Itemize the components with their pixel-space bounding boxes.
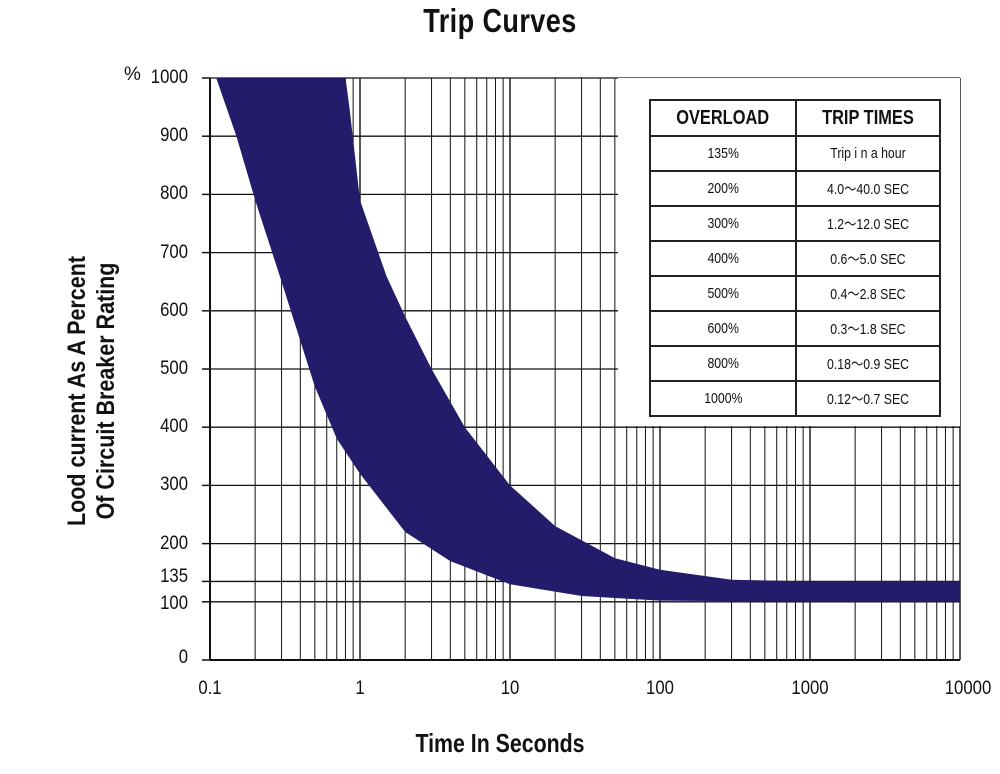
y-tick-label: 100: [160, 592, 188, 614]
overload-cell: 300%: [649, 205, 797, 242]
y-axis-label-line-2: Of Circuit Breaker Rating: [92, 262, 120, 520]
trip-time-cell: 0.12～0.7 SEC: [795, 380, 941, 417]
table-row: 600% 0.3～1.8 SEC: [649, 310, 941, 347]
table-row: 400% 0.6～5.0 SEC: [649, 240, 941, 277]
y-tick-label: 500: [160, 358, 188, 379]
table-row: 200% 4.0～40.0 SEC: [649, 170, 941, 207]
overload-cell: 800%: [649, 345, 797, 382]
overload-cell: 135%: [649, 135, 797, 172]
trip-time-cell: 0.6～5.0 SEC: [795, 240, 941, 277]
y-tick-label: 900: [160, 125, 188, 147]
header-overload: OVERLOAD: [649, 99, 797, 137]
overload-cell: 400%: [649, 240, 797, 277]
table-header-row: OVERLOAD TRIP TIMES: [649, 99, 941, 137]
trip-time-cell: 4.0～40.0 SEC: [795, 170, 941, 207]
table-row: 500% 0.4～2.8 SEC: [649, 275, 941, 312]
trip-time-cell: 0.3～1.8 SEC: [795, 310, 941, 347]
overload-cell: 200%: [649, 170, 797, 207]
plot-frame: [202, 77, 960, 661]
y-unit-label: %: [124, 64, 141, 85]
overload-cell: 600%: [649, 310, 797, 347]
y-tick-label: 300: [160, 474, 188, 496]
trip-time-cell: 1.2～12.0 SEC: [795, 205, 941, 242]
table-row: 800% 0.18～0.9 SEC: [649, 345, 941, 382]
x-tick-label: 1000: [791, 678, 829, 699]
x-tick-label: 0.1: [198, 678, 222, 699]
y-tick-label: 400: [160, 416, 188, 438]
x-axis-label: Time In Seconds: [415, 728, 585, 758]
table-row: 300% 1.2～12.0 SEC: [649, 205, 941, 242]
y-tick-label: 1000: [150, 67, 188, 88]
trip-times-table: OVERLOAD TRIP TIMES 135% Trip i n a hour …: [649, 99, 941, 417]
y-tick-label: 800: [160, 183, 188, 205]
table-row: 135% Trip i n a hour: [649, 135, 941, 172]
y-tick-label: 600: [160, 299, 188, 321]
y-tick-label: 700: [160, 241, 188, 263]
overload-cell: 500%: [649, 275, 797, 312]
x-tick-label: 100: [646, 678, 674, 699]
chart-title: Trip Curves: [423, 2, 577, 39]
trip-time-cell: 0.4～2.8 SEC: [795, 275, 941, 312]
overload-cell: 1000%: [649, 380, 797, 417]
trip-curve-band: [216, 78, 960, 602]
x-tick-label: 10000: [944, 678, 992, 699]
y-tick-label: 200: [160, 532, 188, 554]
x-tick-label: 1: [355, 678, 365, 699]
x-tick-label: 10: [500, 678, 520, 699]
trip-time-cell: 0.18～0.9 SEC: [795, 345, 941, 382]
y-axis-label-line-1: Lood current As A Percent: [63, 256, 91, 527]
y-tick-label: 0: [178, 647, 188, 668]
trip-time-cell: Trip i n a hour: [795, 135, 941, 172]
y-tick-label: 135: [160, 566, 188, 588]
header-trip-times: TRIP TIMES: [795, 99, 941, 137]
table-row: 1000% 0.12～0.7 SEC: [649, 380, 941, 417]
